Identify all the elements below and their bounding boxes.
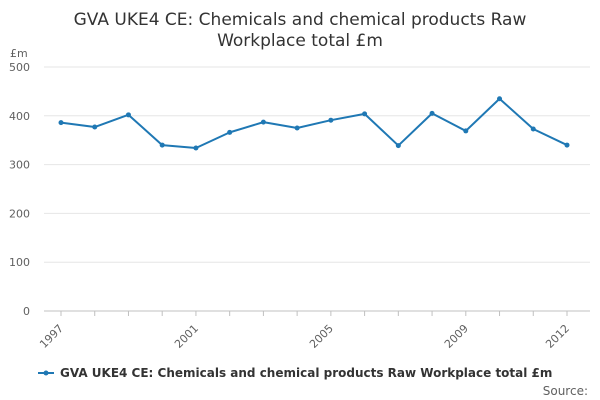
data-point-2002[interactable] xyxy=(227,129,233,135)
y-axis-unit: £m xyxy=(10,47,28,60)
data-point-2009[interactable] xyxy=(463,128,469,134)
y-tick-label-400: 400 xyxy=(9,110,30,123)
series-line-0 xyxy=(60,97,568,150)
data-point-1997[interactable] xyxy=(58,120,64,126)
data-point-2003[interactable] xyxy=(260,119,266,125)
y-gridlines xyxy=(44,66,590,312)
chart-title-line-2: Workplace total £m xyxy=(217,31,383,51)
source-credit: Source: xyxy=(543,384,588,398)
data-point-2012[interactable] xyxy=(564,142,570,148)
x-tick-label-2009: 2009 xyxy=(442,322,471,351)
data-point-2005[interactable] xyxy=(328,117,334,123)
data-point-2010[interactable] xyxy=(497,96,503,102)
y-tick-label-200: 200 xyxy=(9,207,30,220)
y-tick-label-100: 100 xyxy=(9,256,30,269)
data-point-1999[interactable] xyxy=(125,112,131,118)
chart-title: GVA UKE4 CE: Chemicals and chemical prod… xyxy=(74,10,527,51)
y-tick-label-500: 500 xyxy=(9,61,30,74)
x-axis: 1997 2001 2005 2009 2012 xyxy=(37,311,572,351)
data-point-1998[interactable] xyxy=(92,124,98,130)
y-tick-label-0: 0 xyxy=(23,305,30,318)
legend[interactable]: GVA UKE4 CE: Chemicals and chemical prod… xyxy=(38,366,552,380)
data-point-2006[interactable] xyxy=(362,111,368,117)
data-point-2000[interactable] xyxy=(159,142,165,148)
legend-marker-swatch xyxy=(43,370,49,376)
data-point-2001[interactable] xyxy=(193,145,199,151)
x-tick-label-1997: 1997 xyxy=(37,322,66,351)
series-plot xyxy=(58,96,570,151)
x-tick-label-2001: 2001 xyxy=(172,322,201,351)
chart-title-line-1: GVA UKE4 CE: Chemicals and chemical prod… xyxy=(74,10,527,30)
x-tick-label-2012: 2012 xyxy=(543,322,572,351)
data-point-2011[interactable] xyxy=(530,126,536,132)
legend-label: GVA UKE4 CE: Chemicals and chemical prod… xyxy=(60,366,552,380)
data-point-2007[interactable] xyxy=(395,143,401,149)
data-point-2008[interactable] xyxy=(429,110,435,116)
x-tick-label-2005: 2005 xyxy=(307,322,336,351)
y-tick-label-300: 300 xyxy=(9,159,30,172)
data-point-2004[interactable] xyxy=(294,125,300,131)
y-axis-ticks: 0 100 200 300 400 500 xyxy=(9,61,30,318)
